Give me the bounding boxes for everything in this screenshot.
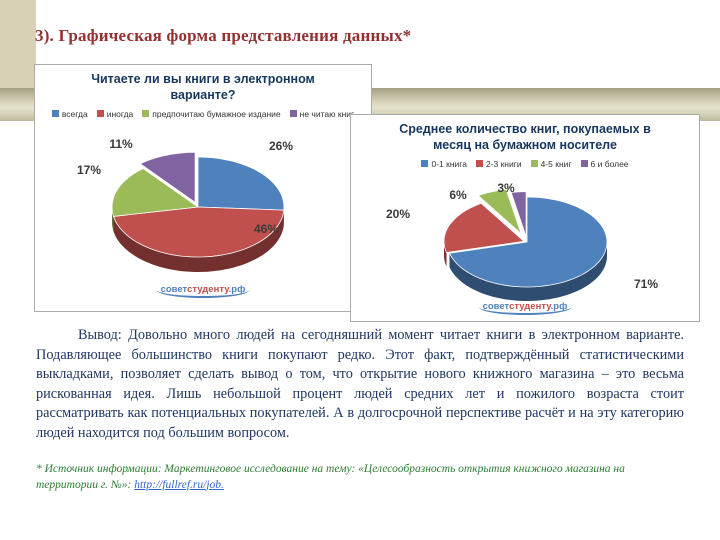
chart-title-ereading: Читаете ли вы книги в электронном вариан… xyxy=(91,72,315,102)
legend-label: 2-3 книги xyxy=(485,158,522,169)
legend-swatch xyxy=(580,160,588,167)
legend-label: 0-1 книга xyxy=(431,158,467,169)
legend-swatch xyxy=(475,160,483,167)
pie-chart-paper-books: 71% 20% 6% 3% xyxy=(386,181,658,301)
pie-slice xyxy=(139,151,196,204)
legend-swatch xyxy=(421,160,429,167)
chart-panel-ereading: Читаете ли вы книги в электронном вариан… xyxy=(34,64,372,312)
legend-item: иногда xyxy=(96,108,134,119)
pie-slice xyxy=(112,206,285,258)
legend-swatch xyxy=(51,110,59,117)
pie-slice xyxy=(448,196,608,288)
pie-percent-label: 20% xyxy=(386,207,410,221)
legend-swatch xyxy=(530,160,538,167)
pie-slice xyxy=(477,188,522,235)
pie-slice-side xyxy=(113,210,284,272)
legend-item: 6 и более xyxy=(580,158,629,169)
footnote-text: * Источник информации: Маркетинговое исс… xyxy=(36,463,625,491)
legend-item: предпочитаю бумажное издание xyxy=(142,108,281,119)
chart-legend-paper-books: 0-1 книга 2-3 книги 4-5 книг 6 и более xyxy=(351,157,699,170)
corner-accent xyxy=(0,0,36,90)
legend-label: 6 и более xyxy=(590,158,629,169)
legend-item: 2-3 книги xyxy=(475,158,522,169)
legend-item: не читаю книг xyxy=(289,108,355,119)
watermark-part: студенту xyxy=(187,284,229,295)
pie-chart-ereading: 26% 46% 17% 11% xyxy=(77,137,293,272)
slide-title: 3). Графическая форма представления данн… xyxy=(35,26,412,45)
chart-title-paper-books: Среднее количество книг, покупаемых в ме… xyxy=(399,122,651,152)
pie-percent-label: 71% xyxy=(634,277,658,291)
legend-label: всегда xyxy=(61,108,88,119)
watermark-part: .рф xyxy=(228,284,246,295)
chart-legend-ereading: всегда иногда предпочитаю бумажное издание… xyxy=(35,107,371,120)
pie-slice xyxy=(197,156,285,211)
watermark-logo: советстуденту.рф xyxy=(478,301,572,315)
watermark-logo: советстуденту.рф xyxy=(156,284,250,298)
pie-percent-label: 6% xyxy=(449,188,467,202)
pie-slice xyxy=(510,191,527,237)
watermark-part: студенту xyxy=(509,301,551,312)
legend-label: не читаю книг xyxy=(299,108,355,119)
footnote-link[interactable]: http://fullref.ru/job. xyxy=(134,478,224,491)
legend-item: всегда xyxy=(51,108,88,119)
pie-percent-label: 3% xyxy=(497,181,515,195)
footnote: * Источник информации: Маркетинговое исс… xyxy=(36,462,686,493)
pie-percent-label: 11% xyxy=(109,137,133,151)
legend-label: иногда xyxy=(106,108,134,119)
pie-slice xyxy=(111,168,200,217)
pie-slice xyxy=(443,202,525,253)
legend-label: 4-5 книг xyxy=(540,158,572,169)
legend-label: предпочитаю бумажное издание xyxy=(152,108,281,119)
pie-percent-label: 46% xyxy=(254,222,278,236)
pie-percent-label: 17% xyxy=(77,163,101,177)
legend-item: 0-1 книга xyxy=(421,158,467,169)
legend-swatch xyxy=(142,110,150,117)
watermark-part: совет xyxy=(482,301,510,312)
pie-percent-label: 26% xyxy=(269,139,293,153)
watermark-part: .рф xyxy=(550,301,568,312)
watermark-part: совет xyxy=(160,284,188,295)
legend-swatch xyxy=(96,110,104,117)
legend-item: 4-5 книг xyxy=(530,158,572,169)
conclusion-paragraph: Вывод: Довольно много людей на сегодняшн… xyxy=(36,327,684,441)
pie-slice-side xyxy=(449,242,607,301)
chart-panel-paper-books: Среднее количество книг, покупаемых в ме… xyxy=(350,114,700,322)
legend-swatch xyxy=(289,110,297,117)
